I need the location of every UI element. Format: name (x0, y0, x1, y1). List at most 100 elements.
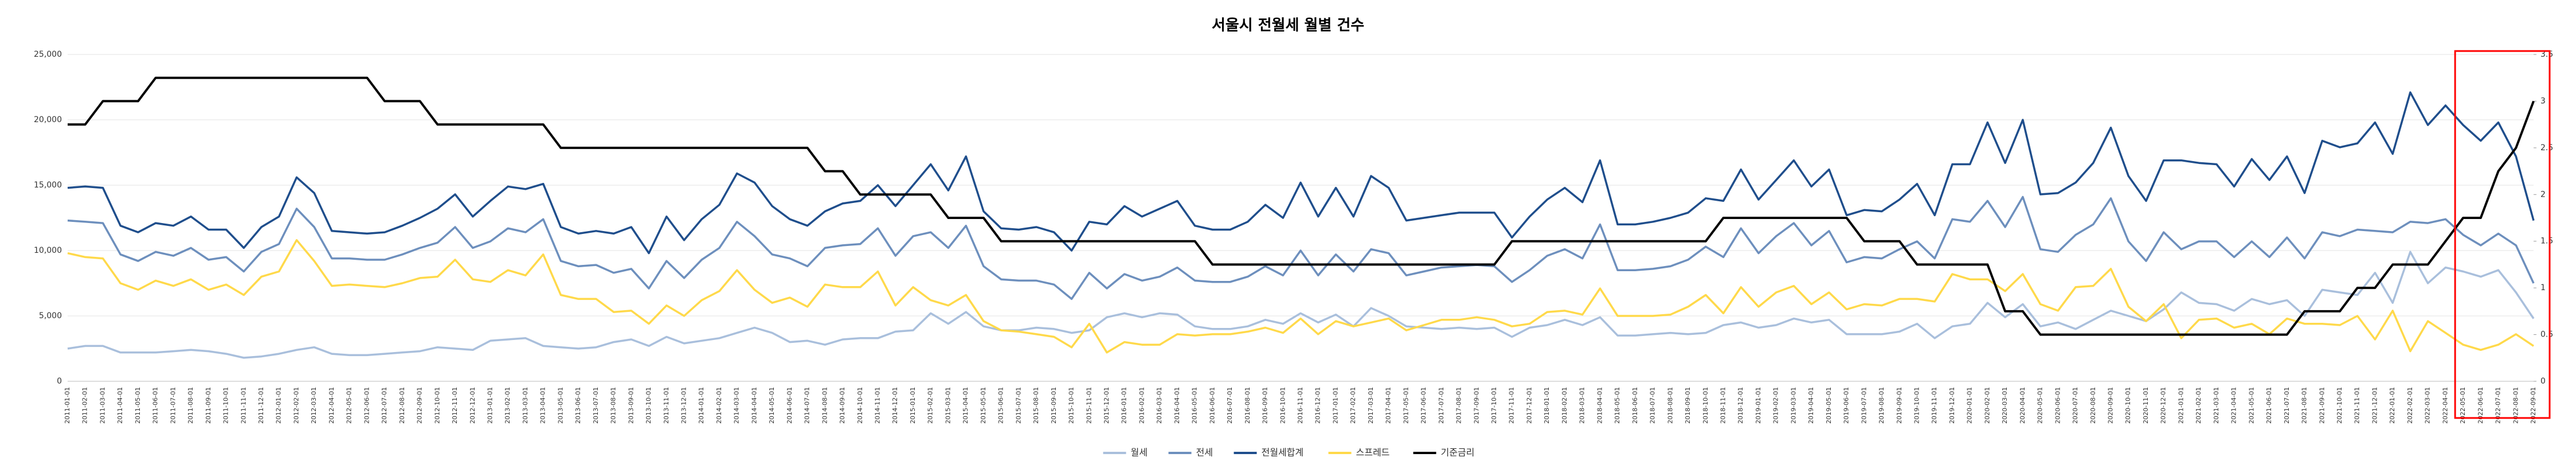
x-tick-label: 2021-09-01 (2318, 387, 2326, 424)
x-tick-label: 2016-07-01 (1226, 387, 1234, 424)
x-tick-label: 2020-06-01 (2054, 387, 2061, 424)
x-tick-label: 2011-05-01 (134, 387, 142, 424)
x-tick-label: 2015-03-01 (944, 387, 952, 424)
x-tick-label: 2014-10-01 (856, 387, 864, 424)
x-tick-label: 2014-03-01 (733, 387, 741, 424)
x-tick-label: 2021-03-01 (2213, 387, 2220, 424)
x-tick-label: 2016-08-01 (1244, 387, 1251, 424)
x-tick-label: 2014-04-01 (750, 387, 758, 424)
chart-title: 서울시 전월세 월별 건수 (1212, 17, 1364, 34)
x-tick-label: 2016-06-01 (1208, 387, 1216, 424)
x-tick-label: 2016-01-01 (1121, 387, 1128, 424)
x-tick-label: 2022-05-01 (2459, 387, 2467, 424)
x-tick-label: 2018-03-01 (1579, 387, 1586, 424)
x-tick-label: 2019-10-01 (1913, 387, 1921, 424)
legend-label: 전세 (1196, 447, 1213, 458)
x-tick-label: 2019-06-01 (1843, 387, 1850, 424)
x-tick-label: 2019-03-01 (1790, 387, 1797, 424)
x-tick-label: 2013-02-01 (504, 387, 511, 424)
x-tick-label: 2012-07-01 (381, 387, 388, 424)
x-tick-label: 2019-04-01 (1807, 387, 1815, 424)
x-tick-label: 2011-01-01 (64, 387, 71, 424)
y-tick-label: 0 (57, 377, 62, 386)
x-tick-label: 2014-07-01 (804, 387, 811, 424)
x-tick-label: 2013-06-01 (574, 387, 582, 424)
x-tick-label: 2021-05-01 (2248, 387, 2255, 424)
x-tick-label: 2020-03-01 (2001, 387, 2009, 424)
x-tick-label: 2016-05-01 (1191, 387, 1199, 424)
x-tick-label: 2015-11-01 (1085, 387, 1093, 424)
series-line (67, 239, 2534, 354)
x-tick-label: 2020-02-01 (1983, 387, 1991, 424)
y2-tick-label: 2 (2540, 190, 2546, 199)
x-tick-label: 2017-02-01 (1349, 387, 1357, 424)
x-tick-label: 2013-08-01 (610, 387, 617, 424)
x-tick-label: 2014-02-01 (715, 387, 723, 424)
x-tick-label: 2021-11-01 (2354, 387, 2361, 424)
x-tick-label: 2022-09-01 (2530, 387, 2537, 424)
x-tick-label: 2019-11-01 (1931, 387, 1938, 424)
x-tick-label: 2016-12-01 (1314, 387, 1322, 424)
x-tick-label: 2020-05-01 (2037, 387, 2044, 424)
x-tick-label: 2015-06-01 (997, 387, 1005, 424)
x-tick-label: 2011-11-01 (240, 387, 247, 424)
series-line (67, 251, 2535, 359)
x-tick-label: 2022-02-01 (2406, 387, 2414, 424)
legend-label: 기준금리 (1441, 447, 1475, 458)
x-tick-label: 2021-08-01 (2301, 387, 2308, 424)
x-tick-label: 2017-09-01 (1473, 387, 1480, 424)
y2-tick-label: 0 (2540, 377, 2546, 386)
x-tick-label: 2011-09-01 (205, 387, 212, 424)
x-tick-label: 2014-01-01 (698, 387, 705, 424)
y-tick-label: 20,000 (34, 115, 62, 124)
x-tick-label: 2015-02-01 (927, 387, 934, 424)
x-tick-label: 2021-06-01 (2265, 387, 2273, 424)
x-tick-label: 2011-12-01 (257, 387, 265, 424)
x-tick-label: 2011-08-01 (187, 387, 194, 424)
highlight-box (2454, 50, 2551, 419)
x-tick-label: 2016-10-01 (1279, 387, 1286, 424)
x-tick-label: 2011-02-01 (81, 387, 89, 424)
x-tick-label: 2018-12-01 (1737, 387, 1744, 424)
x-tick-label: 2020-04-01 (2019, 387, 2026, 424)
y2-tick-label: 2.5 (2540, 143, 2553, 153)
x-tick-label: 2017-04-01 (1385, 387, 1392, 424)
y-tick-label: 5,000 (39, 311, 62, 321)
x-tick-label: 2019-08-01 (1878, 387, 1885, 424)
x-tick-label: 2018-01-01 (1543, 387, 1551, 424)
x-tick-label: 2017-01-01 (1332, 387, 1339, 424)
x-tick-label: 2016-03-01 (1156, 387, 1163, 424)
x-tick-label: 2014-06-01 (786, 387, 793, 424)
legend-label: 스프레드 (1356, 447, 1390, 458)
x-tick-label: 2015-01-01 (909, 387, 917, 424)
x-tick-label: 2016-09-01 (1262, 387, 1269, 424)
y2-tick-label: 1.5 (2540, 237, 2553, 246)
y2-tick-label: 1 (2540, 283, 2546, 292)
x-tick-label: 2019-07-01 (1860, 387, 1868, 424)
x-tick-label: 2019-09-01 (1896, 387, 1903, 424)
x-tick-label: 2018-09-01 (1684, 387, 1692, 424)
x-tick-label: 2022-04-01 (2441, 387, 2449, 424)
x-tick-label: 2015-08-01 (1032, 387, 1040, 424)
x-tick-label: 2021-10-01 (2336, 387, 2343, 424)
x-tick-label: 2012-01-01 (275, 387, 283, 424)
x-tick-label: 2014-05-01 (768, 387, 776, 424)
x-tick-label: 2022-06-01 (2477, 387, 2484, 424)
x-tick-label: 2013-10-01 (645, 387, 652, 424)
x-tick-label: 2013-07-01 (592, 387, 600, 424)
x-tick-label: 2017-08-01 (1455, 387, 1463, 424)
x-tick-label: 2015-04-01 (962, 387, 969, 424)
x-tick-label: 2013-12-01 (680, 387, 688, 424)
x-tick-label: 2018-11-01 (1719, 387, 1727, 424)
x-tick-label: 2019-01-01 (1755, 387, 1762, 424)
x-tick-label: 2015-07-01 (1015, 387, 1022, 424)
x-tick-label: 2015-12-01 (1103, 387, 1110, 424)
x-tick-label: 2015-09-01 (1050, 387, 1058, 424)
x-tick-label: 2022-07-01 (2495, 387, 2502, 424)
x-tick-label: 2011-07-01 (169, 387, 177, 424)
x-tick-label: 2020-08-01 (2089, 387, 2097, 424)
x-tick-label: 2013-11-01 (663, 387, 670, 424)
x-tick-label: 2017-06-01 (1420, 387, 1427, 424)
x-tick-label: 2017-11-01 (1508, 387, 1516, 424)
